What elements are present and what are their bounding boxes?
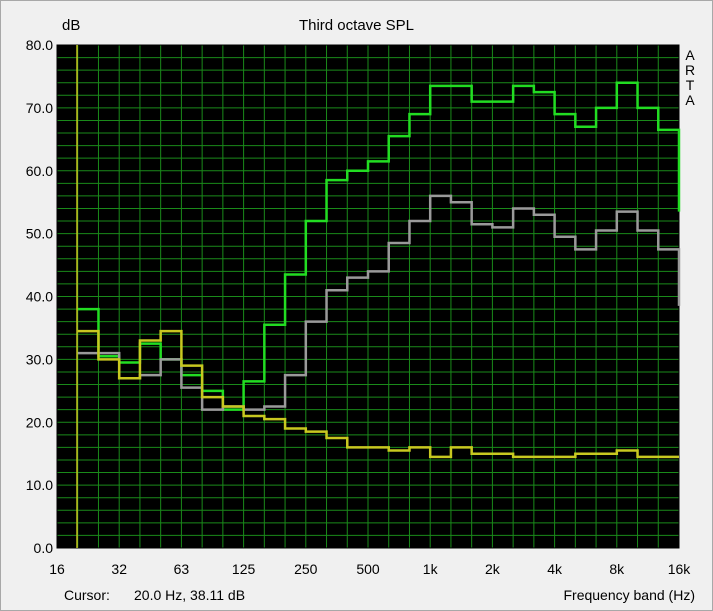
y-tick-label: 10.0 xyxy=(26,477,53,493)
x-tick-label: 1k xyxy=(423,561,439,577)
cursor-readout: 20.0 Hz, 38.11 dB xyxy=(134,587,246,603)
x-axis-label: Frequency band (Hz) xyxy=(563,587,695,603)
x-tick-label: 8k xyxy=(609,561,625,577)
y-tick-label: 50.0 xyxy=(26,226,53,242)
brand-letter: A xyxy=(685,47,695,63)
y-tick-label: 40.0 xyxy=(26,289,53,305)
chart-title: Third octave SPL xyxy=(298,17,415,34)
x-tick-label: 16k xyxy=(668,561,692,577)
brand-letter: R xyxy=(684,62,696,78)
series-line xyxy=(77,194,681,411)
x-tick-label: 2k xyxy=(485,561,501,577)
cursor-label: Cursor: xyxy=(64,587,110,603)
x-tick-label: 16 xyxy=(49,561,65,577)
y-tick-label: 80.0 xyxy=(26,37,53,53)
y-tick-label: 20.0 xyxy=(26,414,53,430)
x-tick-label: 125 xyxy=(232,561,256,577)
y-axis-label: dB xyxy=(62,17,81,34)
x-tick-label: 250 xyxy=(294,561,318,577)
x-tick-label: 500 xyxy=(356,561,380,577)
arta-brand-label: A R T A xyxy=(684,48,696,108)
x-tick-label: 4k xyxy=(547,561,563,577)
x-tick-label: 63 xyxy=(174,561,190,577)
series-line xyxy=(77,329,679,459)
y-tick-label: 70.0 xyxy=(26,100,53,116)
y-tick-label: 30.0 xyxy=(26,351,53,367)
x-tick-label: 32 xyxy=(111,561,127,577)
y-tick-label: 60.0 xyxy=(26,163,53,179)
brand-letter: T xyxy=(685,77,695,93)
y-tick-label: 0.0 xyxy=(34,540,54,556)
brand-letter: A xyxy=(685,92,695,108)
